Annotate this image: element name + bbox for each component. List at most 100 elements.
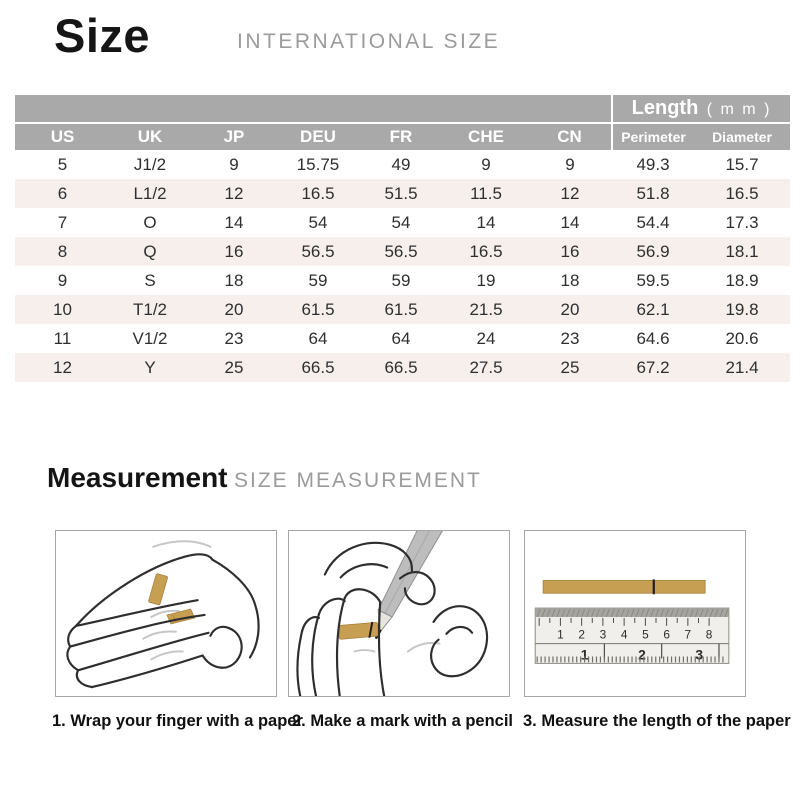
table-cell: 19 [476, 270, 496, 290]
page-subtitle: INTERNATIONAL SIZE [237, 30, 501, 53]
table-row: 11 V1/2 23 64 64 24 23 64.6 20.6 [15, 324, 790, 353]
size-table-body: 5 J1/2 9 15.75 49 9 9 49.3 15.7 6 L1/2 12 16.5 51.5 11… [15, 150, 791, 382]
table-row: 12 Y 25 66.5 66.5 27.5 25 67.2 21.4 [15, 353, 791, 382]
table-cell: 23 [560, 328, 580, 348]
step-box-mark-pencil [288, 530, 510, 697]
table-cell: 56.5 [301, 241, 335, 261]
hand-paper-illustration [66, 540, 260, 689]
table-cell: 9 [481, 154, 491, 174]
step-box-wrap-finger [55, 530, 277, 697]
col-header-jp: JP [190, 123, 278, 150]
measurement-subtitle: SIZE MEASUREMENT [234, 469, 482, 492]
ruler-cm-ticks [538, 617, 710, 626]
table-cell: 7 [57, 212, 68, 232]
table-cell: 25 [560, 357, 580, 377]
table-cell: 12 [53, 357, 72, 377]
table-cell: 12 [560, 183, 580, 203]
table-cell: 59 [391, 270, 411, 290]
table-cell: 62.1 [636, 299, 670, 319]
ruler-comb [536, 656, 724, 663]
table-cell: 18.1 [725, 241, 759, 261]
table-cell: J1/2 [133, 154, 167, 174]
table-cell: 12 [224, 183, 244, 203]
page-title: Size [54, 9, 151, 62]
table-cell: 6 [57, 183, 68, 203]
table-row: 10 T1/2 20 61.5 61.5 21.5 20 62.1 19.8 [15, 295, 791, 324]
table-cell: 14 [224, 212, 244, 232]
paper-strip-icon [148, 573, 196, 625]
table-cell: 59.5 [636, 270, 670, 290]
table-cell: 27.5 [469, 357, 503, 377]
table-cell: L1/2 [133, 183, 167, 203]
svg-text:8: 8 [706, 628, 713, 642]
svg-text:2: 2 [638, 646, 646, 662]
table-cell: 9 [57, 270, 68, 290]
svg-text:3: 3 [695, 646, 703, 662]
col-header-cn: CN [528, 123, 613, 150]
table-cell: 14 [560, 212, 580, 232]
col-header-fr: FR [358, 123, 444, 150]
table-cell: 51.8 [636, 183, 670, 203]
table-cell: 64 [391, 328, 411, 348]
svg-text:3: 3 [600, 628, 607, 642]
length-header-row: Length ( m m ) [15, 95, 791, 124]
header-spacer [15, 95, 613, 124]
table-cell: 59 [308, 270, 328, 290]
table-cell: 18 [224, 270, 244, 290]
table-cell: 61.5 [384, 299, 418, 319]
table-cell: V1/2 [132, 328, 168, 348]
table-row: 6 L1/2 12 16.5 51.5 11.5 12 51.8 16.5 [15, 179, 791, 208]
col-header-diameter: Diameter [694, 123, 791, 150]
col-header-che: CHE [444, 123, 528, 150]
col-header-uk: UK [110, 123, 190, 150]
column-header-row: US UK JP DEU FR CHE CN Perimeter Diamete… [15, 123, 791, 150]
ruler-icon: 1 2 3 4 5 6 7 8 1 2 3 [534, 607, 730, 664]
length-label: Length [631, 97, 699, 119]
table-cell: 15.75 [296, 154, 340, 174]
table-cell: 9 [229, 154, 239, 174]
table-cell: 61.5 [301, 299, 335, 319]
pencil-mark-line [368, 621, 374, 638]
table-cell: 9 [565, 154, 575, 174]
table-cell: 56.5 [384, 241, 418, 261]
table-cell: 49.3 [636, 154, 670, 174]
table-cell: 64 [308, 328, 328, 348]
size-table: Length ( m m ) US UK JP DEU FR CHE CN Pe… [15, 95, 791, 382]
measurement-title: Measurement [47, 462, 228, 493]
length-group-header: Length ( m m ) [611, 95, 791, 124]
table-cell: 51.5 [384, 183, 418, 203]
table-cell: 5 [57, 154, 68, 174]
table-cell: 11.5 [470, 183, 502, 203]
table-cell: 54 [391, 212, 411, 232]
col-header-perimeter: Perimeter [611, 123, 695, 150]
svg-text:5: 5 [642, 628, 649, 642]
col-header-us: US [15, 123, 110, 150]
table-row: 8 Q 16 56.5 56.5 16.5 16 56.9 18.1 [15, 237, 791, 266]
table-cell: 23 [224, 328, 244, 348]
table-cell: 18.9 [725, 270, 759, 290]
table-cell: 15.7 [725, 154, 759, 174]
table-cell: 19.8 [725, 299, 759, 319]
table-cell: 18 [560, 270, 580, 290]
col-header-deu: DEU [278, 123, 358, 150]
table-cell: 20.6 [725, 328, 759, 348]
table-cell: 21.4 [725, 357, 759, 377]
table-cell: 8 [57, 241, 68, 261]
table-cell: 16.5 [469, 241, 503, 261]
ruler-hatch [536, 608, 729, 618]
table-cell: 20 [224, 299, 244, 319]
table-cell: 25 [224, 357, 244, 377]
svg-text:1: 1 [581, 646, 589, 662]
table-cell: 17.3 [725, 212, 759, 232]
table-cell: 54.4 [636, 212, 670, 232]
step-caption-2: 2. Make a mark with a pencil [292, 712, 514, 730]
table-cell: 21.5 [469, 299, 503, 319]
step-caption-3: 3. Measure the length of the paper [523, 712, 791, 730]
table-row: 5 J1/2 9 15.75 49 9 9 49.3 15.7 [15, 150, 790, 179]
table-cell: 66.5 [384, 357, 418, 377]
table-row: 9 S 18 59 59 19 18 59.5 18.9 [15, 266, 790, 295]
table-cell: O [143, 212, 157, 232]
table-cell: 24 [476, 328, 496, 348]
ruler-illustration: 1 2 3 4 5 6 7 8 1 2 3 [534, 579, 730, 664]
